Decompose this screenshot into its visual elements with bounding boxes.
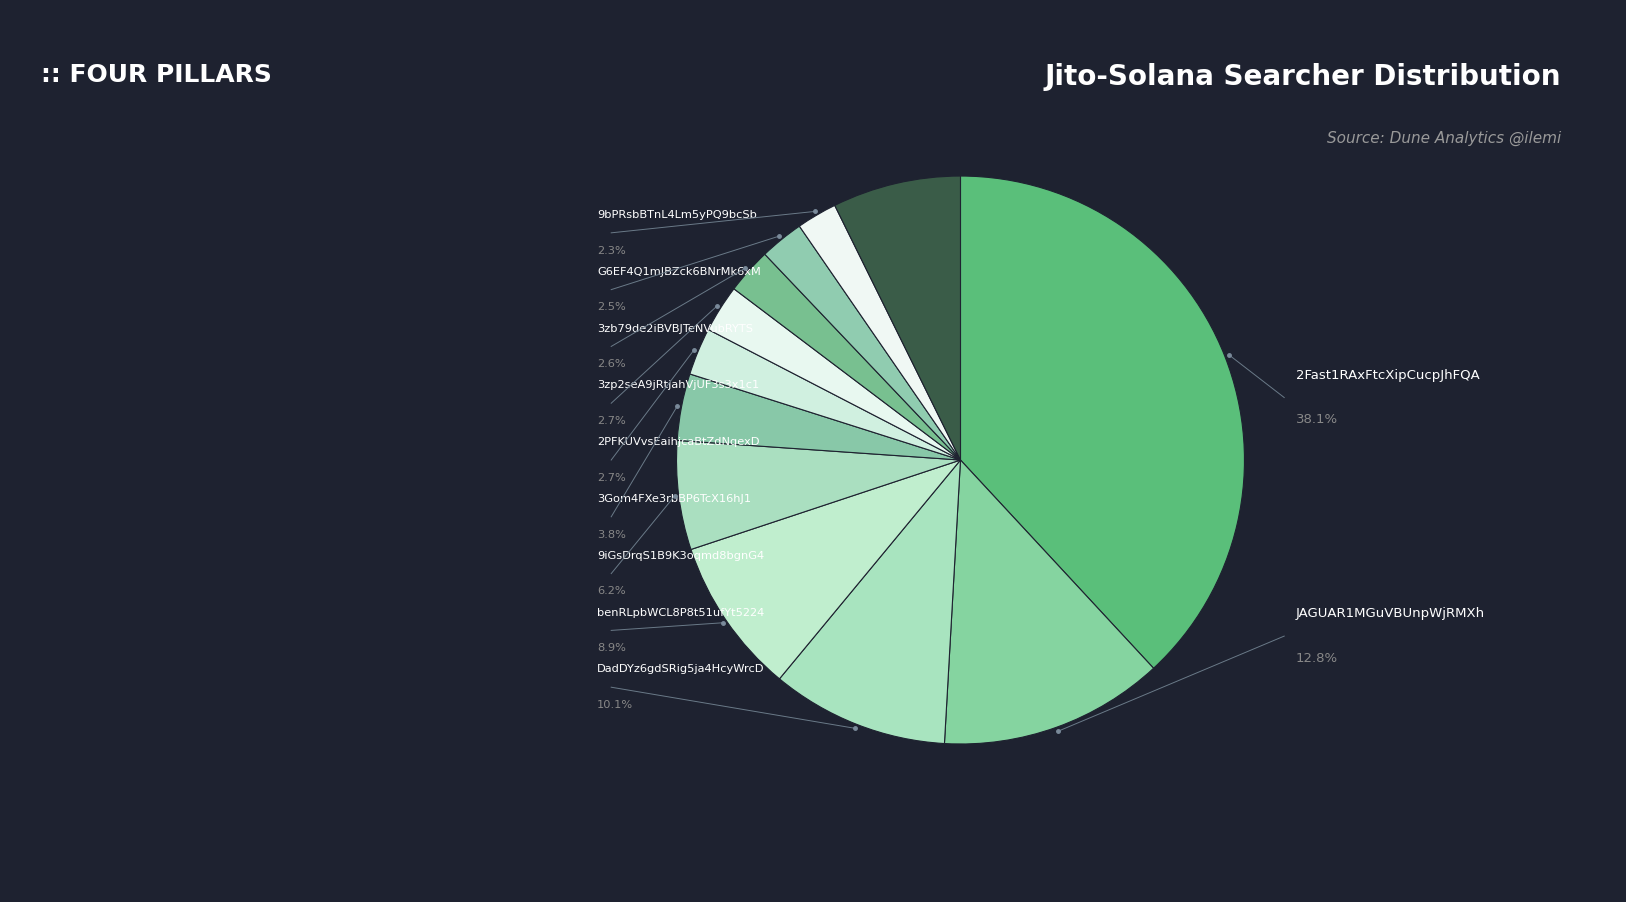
Text: 2.7%: 2.7% [597,416,626,426]
Text: 9iGsDrqS1B9K3oqmd8bgnG4: 9iGsDrqS1B9K3oqmd8bgnG4 [597,551,764,561]
Text: 8.9%: 8.9% [597,643,626,653]
Text: 6.2%: 6.2% [597,586,626,596]
Text: 9bPRsbBTnL4Lm5yPQ9bcSb: 9bPRsbBTnL4Lm5yPQ9bcSb [597,210,756,220]
Text: 2Fast1RAxFtcXipCucpJhFQA: 2Fast1RAxFtcXipCucpJhFQA [1296,369,1480,382]
Text: G6EF4Q1mJBZck6BNrMk6xM: G6EF4Q1mJBZck6BNrMk6xM [597,267,761,277]
Text: 2.3%: 2.3% [597,245,626,255]
Wedge shape [733,254,961,460]
Text: 2.7%: 2.7% [597,473,626,483]
Text: :: FOUR PILLARS: :: FOUR PILLARS [41,63,272,87]
Text: DadDYz6gdSRig5ja4HcyWrcD: DadDYz6gdSRig5ja4HcyWrcD [597,665,764,675]
Text: 3zp2seA9jRtjahVjUF3s3x1c1: 3zp2seA9jRtjahVjUF3s3x1c1 [597,381,759,391]
Wedge shape [945,460,1153,744]
Text: 3.8%: 3.8% [597,529,626,539]
Wedge shape [691,460,961,679]
Wedge shape [779,460,961,743]
Wedge shape [961,176,1244,668]
Text: 2PFKUVvsEaihjcaBtZdNqexD: 2PFKUVvsEaihjcaBtZdNqexD [597,437,759,447]
Wedge shape [689,329,961,460]
Text: Jito-Solana Searcher Distribution: Jito-Solana Searcher Distribution [1044,63,1561,91]
Wedge shape [834,176,961,460]
Text: 38.1%: 38.1% [1296,413,1338,426]
Wedge shape [764,226,961,460]
Text: JAGUAR1MGuVBUnpWjRMXh: JAGUAR1MGuVBUnpWjRMXh [1296,607,1485,621]
Text: 10.1%: 10.1% [597,700,633,710]
Text: 12.8%: 12.8% [1296,652,1338,665]
Wedge shape [709,289,961,460]
Text: 2.6%: 2.6% [597,359,626,369]
Wedge shape [676,374,961,460]
Text: 3zb79de2iBVBJTeNVubRYTS: 3zb79de2iBVBJTeNVubRYTS [597,324,753,334]
Text: 2.5%: 2.5% [597,302,626,312]
Wedge shape [676,440,961,549]
Wedge shape [800,206,961,460]
Text: 3Gom4FXe3rbBP6TcX16hJ1: 3Gom4FXe3rbBP6TcX16hJ1 [597,494,751,504]
Text: benRLpbWCL8P8t51ufYt5224: benRLpbWCL8P8t51ufYt5224 [597,608,764,618]
Text: Source: Dune Analytics @ilemi: Source: Dune Analytics @ilemi [1327,131,1561,146]
